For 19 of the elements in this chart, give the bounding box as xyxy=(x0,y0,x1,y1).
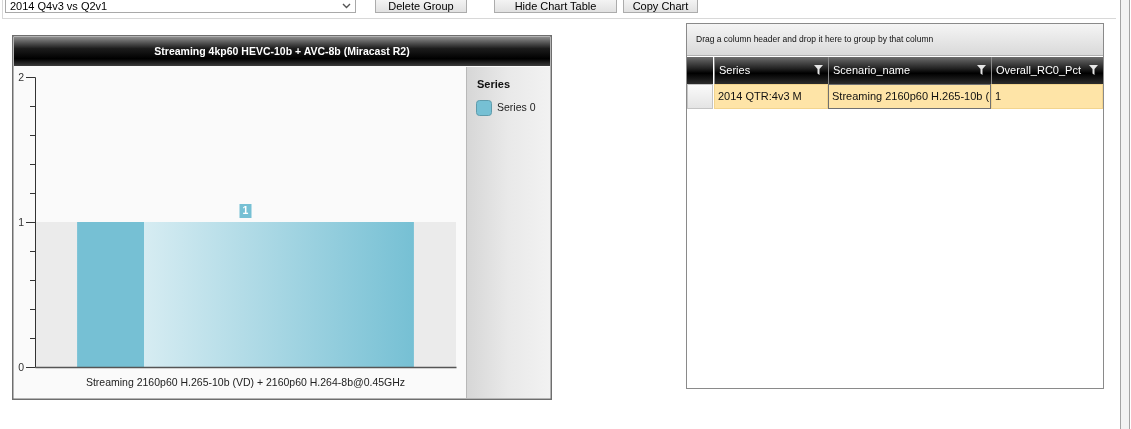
button: Hide Chart Table xyxy=(494,0,617,13)
dropdown: 2014 Q4v3 vs Q2v1 xyxy=(5,0,356,13)
table-cell: 2014 QTR:4v3 M xyxy=(714,84,828,109)
column-header: Series xyxy=(714,57,828,84)
x-tick-label: Streaming 2160p60 H.265-10b (VD) + 2160p60 H.264-8b@0.45GHz xyxy=(85,376,406,389)
y-tick-label: 1 xyxy=(18,215,25,228)
group-panel: Drag a column header and drop it here to group by that column xyxy=(687,24,1103,56)
y-tick-label: 0 xyxy=(18,360,25,373)
y-tick-label: 2 xyxy=(18,70,25,83)
table-cell: Streaming 2160p60 H.265-10b ( xyxy=(828,84,991,109)
button: Delete Group xyxy=(375,0,467,13)
legend-title: Series xyxy=(477,77,511,90)
table-cell: 1 xyxy=(991,84,1103,109)
data-label: 1 xyxy=(242,203,249,216)
legend-label: Series 0 xyxy=(497,100,536,113)
chart-title: Streaming 4kp60 HEVC-10b + AVC-8b (Miracast R2) xyxy=(154,44,410,57)
column-header: Scenario_name xyxy=(828,57,991,84)
button: Copy Chart xyxy=(623,0,698,13)
column-header: Overall_RC0_Pct xyxy=(991,57,1103,84)
